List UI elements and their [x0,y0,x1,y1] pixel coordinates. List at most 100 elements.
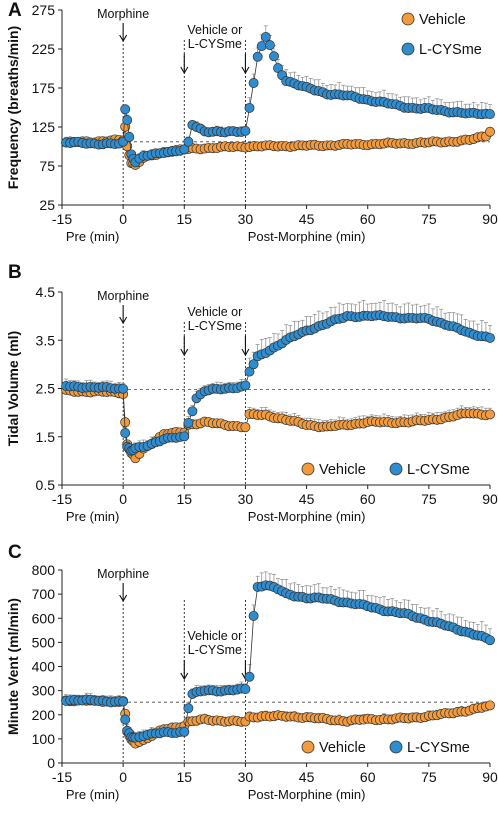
legend-label: Vehicle [419,12,466,28]
y-tick-label: 2.5 [36,381,56,397]
data-point [240,684,251,695]
panel-label: C [8,542,22,563]
y-tick-label: 3.5 [36,332,56,348]
data-point [260,31,271,42]
arrow-treatment-head [180,348,189,357]
data-point [187,406,198,417]
y-axis-label: Minute Vent (ml/min) [5,598,21,735]
legend-label: L-CYSme [407,462,470,478]
data-point [183,703,194,714]
x-tick-label: 90 [482,491,498,507]
series-vehicle [61,694,495,749]
y-tick-label: 175 [32,80,56,96]
x-tick-label: 60 [360,211,376,227]
y-tick-label: 300 [32,683,56,699]
data-point [269,51,279,62]
legend-label: L-CYSme [419,42,482,58]
annotation-lcysme: L-CYSme [188,643,242,657]
x-label-post: Post-Morphine (min) [248,509,366,524]
x-tick-label: 15 [176,491,192,507]
data-point [122,115,133,126]
data-point [179,144,190,155]
series-vehicle [61,121,495,170]
annotation-vehicle-or: Vehicle or [187,23,242,37]
legend-label: Vehicle [319,740,366,756]
x-tick-label: 30 [238,211,254,227]
x-tick-label: 45 [299,491,315,507]
data-point [118,696,129,707]
x-tick-label: 15 [176,211,192,227]
data-point [485,126,495,137]
annotation-morphine: Morphine [97,567,149,581]
x-tick-label: 0 [119,769,127,785]
annotation-vehicle-or: Vehicle or [187,305,242,319]
arrow-treatment-head [241,66,250,75]
x-tick-label: 30 [238,491,254,507]
arrow-morphine-head [119,594,128,603]
data-point [248,78,259,88]
data-point [240,422,251,433]
data-point [248,610,259,621]
y-tick-label: 0 [47,755,55,771]
x-label-pre: Pre (min) [66,787,119,802]
data-point [248,359,259,370]
data-point [244,671,255,682]
x-tick-label: 0 [119,491,127,507]
y-tick-label: 75 [39,158,55,174]
legend: Vehicle L-CYSme [401,12,482,58]
y-axis-label: Frequency (breaths/min) [5,26,21,189]
legend-label: L-CYSme [407,740,470,756]
x-tick-label: 15 [176,769,192,785]
legend-marker [401,42,415,56]
x-tick-label: 60 [360,769,376,785]
legend-marker [301,740,315,754]
y-tick-label: 1.5 [36,429,56,445]
x-tick-label: 30 [238,769,254,785]
data-point [240,380,251,391]
data-point [256,41,267,52]
x-tick-label: -15 [52,769,72,785]
annotation-morphine: Morphine [97,289,149,303]
data-point [264,40,275,51]
data-point [118,383,129,394]
data-point [179,431,190,442]
y-tick-label: 0.5 [36,477,56,493]
data-point [183,136,194,147]
series-lcysme [61,300,495,456]
data-point [120,104,131,115]
arrow-morphine-head [119,34,128,43]
legend-marker [389,740,403,754]
annotation-lcysme: L-CYSme [188,319,242,333]
y-tick-label: 800 [32,562,56,578]
x-tick-label: 75 [421,491,437,507]
legend-marker [389,462,403,476]
x-tick-label: -15 [52,211,72,227]
x-tick-label: 45 [299,211,315,227]
y-tick-label: 500 [32,634,56,650]
arrow-treatment-head [180,66,189,75]
data-point [485,700,495,711]
legend-marker [401,12,415,26]
arrow-treatment-head [180,672,189,681]
legend: Vehicle L-CYSme [301,740,470,756]
y-tick-label: 400 [32,659,56,675]
x-label-pre: Pre (min) [66,509,119,524]
y-tick-label: 225 [32,41,56,57]
x-tick-label: 60 [360,491,376,507]
x-tick-label: 75 [421,769,437,785]
x-tick-label: 90 [482,769,498,785]
panel-label: A [8,0,22,21]
legend-marker [301,462,315,476]
panel-a: A 25 75 125 175 225 275 -15 0 15 30 45 60 75 90 Pre (mi… [5,0,498,244]
y-tick-label: 125 [32,119,56,135]
annotation-vehicle-or: Vehicle or [187,629,242,643]
data-point [485,332,495,343]
y-axis-label: Tidal Volume (ml) [5,331,21,446]
panel-b: B 0.5 1.5 2.5 3.5 4.5 -15 0 15 30 45 60 75 90 Pre (min… [5,262,498,524]
y-tick-label: 200 [32,707,56,723]
data-point [485,409,495,420]
data-point [120,428,131,438]
x-label-post: Post-Morphine (min) [248,229,366,244]
y-tick-label: 25 [39,197,55,213]
